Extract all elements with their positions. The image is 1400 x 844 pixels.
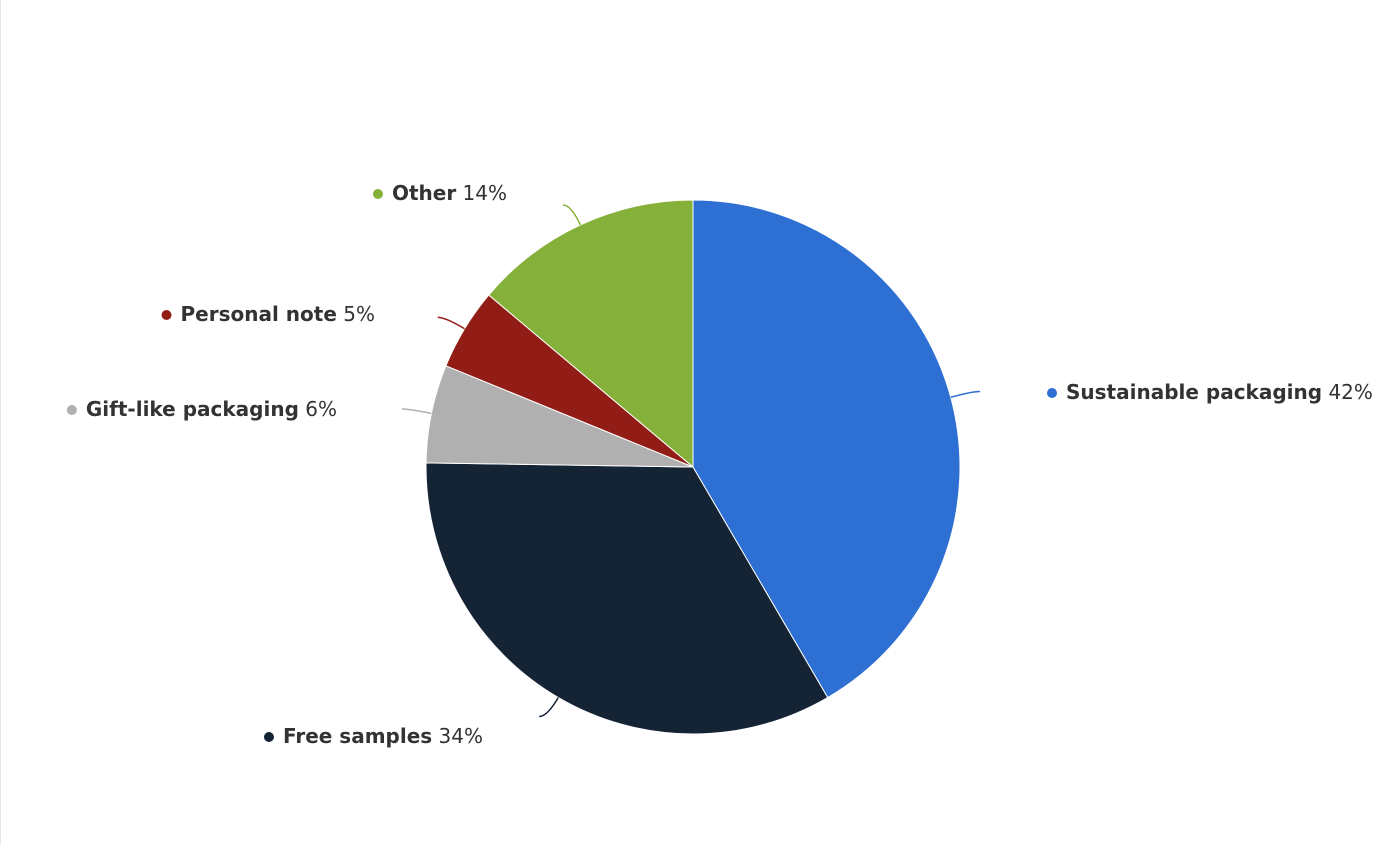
- legend-dot: [161, 310, 172, 320]
- category-label: Sustainable packaging: [1066, 380, 1322, 404]
- data-label: Personal note 5%: [181, 302, 375, 326]
- value-label: 5%: [343, 302, 375, 326]
- pie-slice: [488, 199, 694, 469]
- value-label: 14%: [463, 181, 507, 205]
- category-label: Gift-like packaging: [86, 397, 299, 421]
- connector: [401, 408, 432, 415]
- data-label: Free samples 34%: [283, 724, 483, 748]
- category-label: Personal note: [181, 302, 337, 326]
- data-label: Other 14%: [392, 181, 507, 205]
- category-label: Other: [392, 181, 456, 205]
- data-label: Gift-like packaging 6%: [86, 397, 337, 421]
- connector: [437, 316, 465, 330]
- legend-dot: [372, 189, 383, 199]
- legend-dot: [1047, 388, 1057, 398]
- data-label: Sustainable packaging 42%: [1066, 380, 1373, 404]
- value-label: 6%: [305, 397, 337, 421]
- connector: [950, 390, 980, 398]
- category-label: Free samples: [283, 724, 432, 748]
- legend-dot: [263, 732, 274, 742]
- value-label: 34%: [439, 724, 483, 748]
- legend-dot: [66, 405, 77, 415]
- connector: [562, 204, 582, 226]
- value-label: 42%: [1328, 380, 1372, 404]
- connector: [539, 697, 559, 718]
